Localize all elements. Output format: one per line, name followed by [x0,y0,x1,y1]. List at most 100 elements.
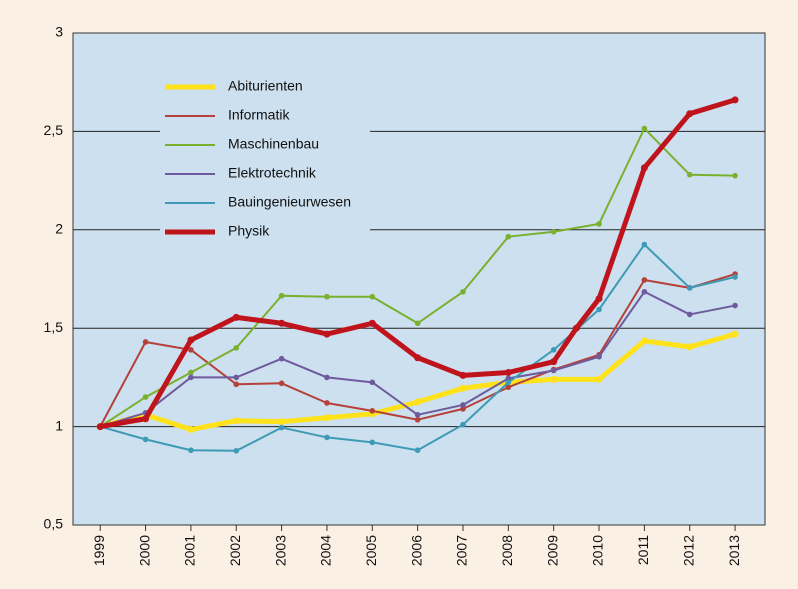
point [731,96,739,104]
y-tick-label: 1 [55,417,63,433]
point [505,384,512,391]
point [278,418,286,426]
point [323,330,331,338]
point [233,374,240,381]
point [595,295,603,303]
point [278,292,285,299]
point [187,426,195,434]
x-tick-label: 2010 [590,535,606,566]
x-tick-label: 2008 [499,535,515,566]
point [686,285,693,291]
point [460,402,466,408]
point [233,381,240,388]
point [596,306,602,313]
point [641,277,648,283]
point [368,319,376,327]
point [460,288,466,295]
point [369,379,376,386]
point [572,324,580,332]
point [550,347,557,353]
y-tick-label: 2,5 [44,122,64,138]
y-tick-label: 3 [55,24,63,40]
y-tick-label: 1,5 [44,319,64,335]
legend [160,70,370,245]
point [142,339,149,345]
point [188,447,194,454]
point [686,110,694,118]
y-tick-label: 0,5 [44,516,64,532]
point [414,398,422,406]
point [505,233,512,240]
point [641,125,648,132]
point [369,439,376,446]
point [596,221,602,227]
point [550,358,558,366]
point [686,171,693,178]
x-tick-label: 2011 [635,535,651,565]
point [324,434,330,441]
point [550,367,557,374]
point [324,374,330,381]
point [278,380,285,387]
legend-label: Abiturienten [228,78,303,94]
x-tick-label: 2001 [182,535,198,566]
point [278,319,286,327]
legend-label: Elektrotechnik [228,165,317,181]
point [233,448,240,454]
legend-label: Informatik [228,107,290,123]
point [414,416,421,423]
x-tick-label: 2009 [544,535,560,566]
point [233,345,240,351]
point [369,408,376,414]
point [232,417,240,425]
point [505,379,512,386]
x-tick-label: 2007 [454,535,470,566]
point [505,375,512,382]
point [142,436,149,443]
x-tick-label: 2002 [227,535,243,566]
point [324,400,330,406]
point [187,336,195,344]
point [142,394,149,400]
point [278,355,285,362]
point [641,241,648,248]
x-tick-label: 2012 [680,535,696,566]
x-tick-label: 2005 [363,535,379,566]
x-tick-label: 2006 [408,535,424,566]
point [188,374,194,381]
point [414,447,421,454]
y-tick-label: 2 [55,221,63,237]
point [324,293,330,300]
legend-label: Bauingenieurwesen [228,194,351,210]
legend-label: Maschinenbau [228,136,319,152]
x-tick-label: 2004 [318,535,334,566]
point [460,406,466,412]
point [504,368,512,376]
point [731,330,739,338]
point [641,288,648,295]
point [686,343,694,351]
point [142,415,150,423]
point [640,164,648,172]
point [732,172,738,179]
point [595,375,603,383]
series-line [99,97,736,430]
x-tick-label: 2003 [272,535,288,566]
point [188,347,194,353]
point [732,302,738,309]
point [550,228,557,235]
point [732,274,738,280]
point [278,424,285,431]
x-tick-label: 2013 [726,535,742,566]
legend-label: Physik [228,223,270,239]
x-tick-label: 2000 [136,535,152,566]
point [323,414,331,422]
x-tick-label: 1999 [91,535,107,566]
point [232,313,240,321]
point [459,384,467,392]
point [460,421,466,428]
point [369,293,376,300]
point [686,311,693,318]
point [459,371,467,379]
